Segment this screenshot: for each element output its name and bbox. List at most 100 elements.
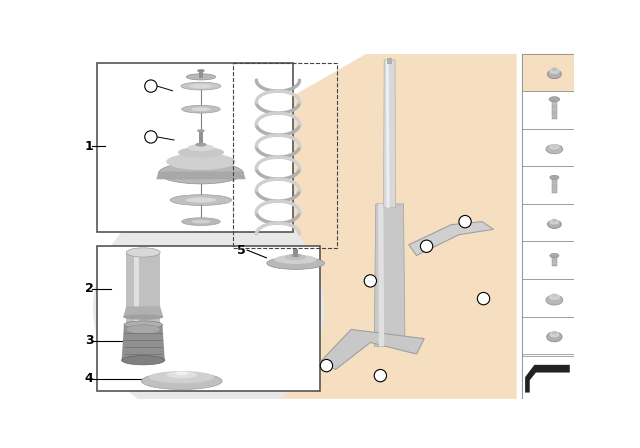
Bar xyxy=(552,256,557,267)
Ellipse shape xyxy=(548,294,560,300)
Ellipse shape xyxy=(191,107,211,111)
Ellipse shape xyxy=(547,220,561,228)
Ellipse shape xyxy=(149,371,214,383)
Text: B: B xyxy=(525,293,533,303)
Text: G: G xyxy=(377,371,384,380)
Circle shape xyxy=(477,293,490,305)
Circle shape xyxy=(374,370,387,382)
Ellipse shape xyxy=(124,321,163,329)
Ellipse shape xyxy=(141,373,222,389)
Ellipse shape xyxy=(178,147,224,158)
Bar xyxy=(522,54,575,399)
Polygon shape xyxy=(122,325,164,360)
Text: F: F xyxy=(525,142,532,153)
Ellipse shape xyxy=(549,97,560,102)
Polygon shape xyxy=(156,172,246,179)
Bar xyxy=(522,356,575,399)
Polygon shape xyxy=(378,204,384,346)
Ellipse shape xyxy=(182,218,220,225)
Bar xyxy=(552,177,557,193)
Circle shape xyxy=(93,192,324,423)
Text: F: F xyxy=(324,361,329,370)
Text: 2: 2 xyxy=(85,282,93,295)
Text: E: E xyxy=(462,217,468,226)
Polygon shape xyxy=(126,252,160,329)
Bar xyxy=(234,63,337,248)
Text: G: G xyxy=(524,105,534,115)
Text: 465023: 465023 xyxy=(530,388,567,397)
Ellipse shape xyxy=(291,254,301,258)
Text: C: C xyxy=(367,276,373,285)
Ellipse shape xyxy=(175,371,189,375)
Ellipse shape xyxy=(549,144,560,150)
Ellipse shape xyxy=(191,220,211,224)
Bar xyxy=(97,246,320,391)
Text: C: C xyxy=(525,255,533,265)
Text: H: H xyxy=(524,68,534,78)
Ellipse shape xyxy=(186,74,216,80)
Polygon shape xyxy=(134,252,140,329)
Ellipse shape xyxy=(186,198,216,203)
Ellipse shape xyxy=(126,248,160,257)
Text: D: D xyxy=(524,218,534,228)
Ellipse shape xyxy=(122,356,164,365)
Ellipse shape xyxy=(549,332,559,338)
Text: B: B xyxy=(147,132,155,142)
Ellipse shape xyxy=(547,332,562,342)
Polygon shape xyxy=(409,222,493,255)
Bar xyxy=(522,279,575,317)
Polygon shape xyxy=(374,204,405,346)
Ellipse shape xyxy=(181,82,221,90)
Bar xyxy=(522,91,575,129)
Bar xyxy=(198,71,204,78)
Ellipse shape xyxy=(549,219,559,224)
Circle shape xyxy=(320,359,333,372)
Circle shape xyxy=(145,131,157,143)
Ellipse shape xyxy=(126,325,160,334)
Text: E: E xyxy=(525,180,532,190)
Bar xyxy=(522,166,575,204)
Ellipse shape xyxy=(275,255,317,264)
Ellipse shape xyxy=(123,314,163,320)
Polygon shape xyxy=(525,365,570,392)
Circle shape xyxy=(459,215,471,228)
Ellipse shape xyxy=(550,175,559,180)
Ellipse shape xyxy=(552,219,557,222)
Ellipse shape xyxy=(547,69,561,79)
Ellipse shape xyxy=(551,293,557,297)
Ellipse shape xyxy=(546,295,563,305)
Circle shape xyxy=(420,240,433,252)
Ellipse shape xyxy=(285,254,307,260)
Bar xyxy=(522,54,575,91)
Ellipse shape xyxy=(197,69,205,72)
Bar xyxy=(522,317,575,354)
Ellipse shape xyxy=(552,332,557,335)
Ellipse shape xyxy=(549,68,560,74)
Ellipse shape xyxy=(550,253,559,258)
Ellipse shape xyxy=(170,195,232,206)
Text: 1: 1 xyxy=(85,140,93,153)
Ellipse shape xyxy=(195,143,207,146)
Bar xyxy=(198,131,204,146)
Bar xyxy=(522,129,575,166)
Text: 3: 3 xyxy=(85,335,93,348)
Ellipse shape xyxy=(551,68,557,71)
Circle shape xyxy=(364,275,376,287)
Text: A: A xyxy=(147,81,155,91)
Bar xyxy=(97,63,293,233)
Polygon shape xyxy=(383,60,396,208)
Ellipse shape xyxy=(166,371,197,378)
Polygon shape xyxy=(232,54,516,399)
Ellipse shape xyxy=(197,129,205,132)
Ellipse shape xyxy=(188,144,214,151)
Ellipse shape xyxy=(552,145,557,147)
Ellipse shape xyxy=(166,153,236,170)
Polygon shape xyxy=(123,306,163,317)
Text: H: H xyxy=(480,294,487,303)
Ellipse shape xyxy=(159,162,243,184)
Polygon shape xyxy=(386,60,390,208)
Ellipse shape xyxy=(189,84,212,88)
Bar xyxy=(552,99,557,119)
Bar xyxy=(522,241,575,279)
Ellipse shape xyxy=(546,145,563,154)
